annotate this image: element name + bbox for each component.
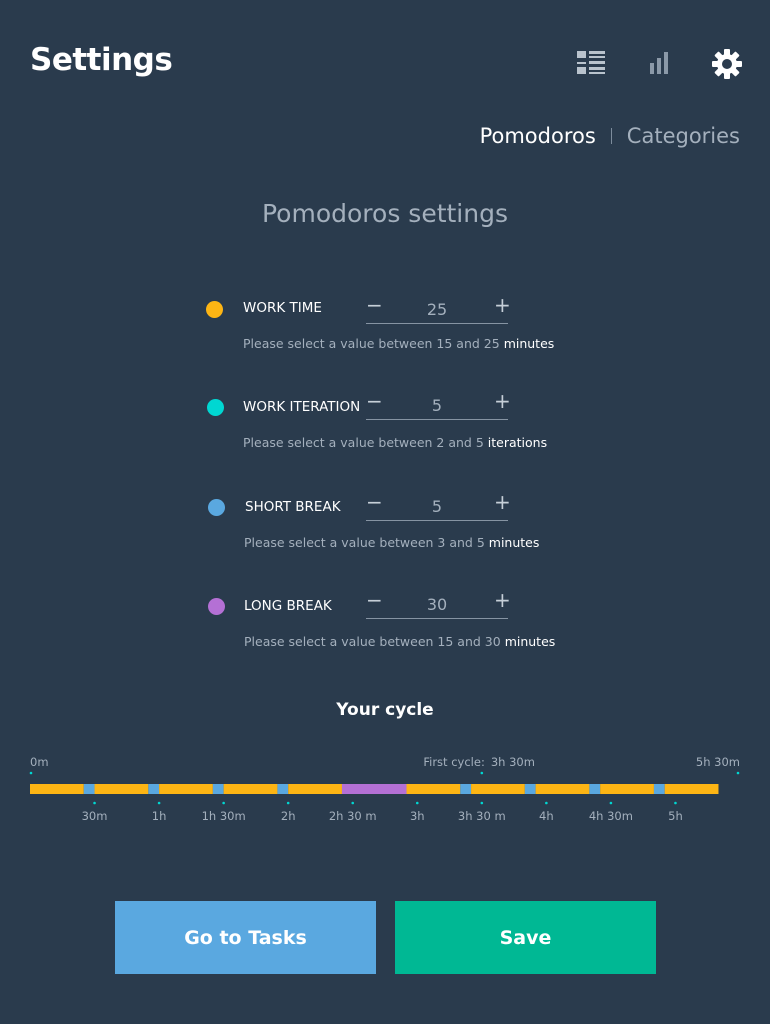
timeline-segment-short bbox=[589, 784, 601, 794]
work-iteration-value[interactable]: 5 bbox=[431, 396, 443, 415]
timeline-tick-label: 5h bbox=[668, 809, 683, 823]
timeline-segment-work bbox=[664, 784, 719, 794]
work-iteration-color-dot bbox=[207, 399, 224, 416]
timeline-segment-short bbox=[277, 784, 289, 794]
timeline-segment-short bbox=[460, 784, 472, 794]
setting-short-break: SHORT BREAK − 5 + Please select a value … bbox=[0, 490, 770, 559]
tab-divider bbox=[610, 128, 612, 144]
timeline-tick-marker bbox=[674, 801, 677, 805]
timeline-segment-work bbox=[535, 784, 590, 794]
setting-label: WORK ITERATION bbox=[243, 399, 361, 415]
plus-icon[interactable]: + bbox=[494, 389, 511, 413]
hint-unit: minutes bbox=[504, 634, 556, 649]
timeline-tick-label: 30m bbox=[82, 809, 108, 823]
timeline-tick-label: 4h bbox=[539, 809, 554, 823]
timeline-tick-label: 2h bbox=[281, 809, 296, 823]
hint-text: Please select a value between 2 and 5 bbox=[243, 435, 484, 450]
work-time-stepper: − 25 + bbox=[366, 293, 511, 324]
long-break-stepper: − 30 + bbox=[366, 588, 511, 619]
go-to-tasks-button[interactable]: Go to Tasks bbox=[115, 901, 376, 974]
timeline-end-label: 5h 30m bbox=[696, 755, 740, 769]
short-break-stepper: − 5 + bbox=[366, 490, 511, 521]
timeline-segment-short bbox=[83, 784, 95, 794]
timeline-segment-short bbox=[212, 784, 224, 794]
hint-unit: minutes bbox=[503, 336, 555, 351]
short-break-color-dot bbox=[208, 499, 225, 516]
timeline-tick-label: 1h bbox=[152, 809, 167, 823]
setting-hint: Please select a value between 15 and 30 … bbox=[244, 634, 555, 649]
timeline-tick-marker bbox=[415, 801, 419, 805]
plus-icon[interactable]: + bbox=[494, 293, 511, 317]
timeline-segment-short bbox=[148, 784, 160, 794]
timeline-tick-marker bbox=[157, 801, 161, 805]
hint-text: Please select a value between 3 and 5 bbox=[244, 535, 485, 550]
timeline-tick-label: 1h 30m bbox=[202, 809, 246, 823]
list-icon[interactable] bbox=[577, 48, 605, 76]
setting-label: SHORT BREAK bbox=[245, 499, 341, 515]
timeline-tick-label: 2h 30 m bbox=[329, 809, 377, 823]
minus-icon[interactable]: − bbox=[366, 293, 383, 317]
first-cycle-value: 3h 30m bbox=[491, 755, 535, 769]
hint-text: Please select a value between 15 and 25 bbox=[243, 336, 500, 351]
setting-work-time: WORK TIME − 25 + Please select a value b… bbox=[0, 293, 770, 360]
bar-chart-icon[interactable] bbox=[648, 48, 672, 76]
timeline-tick-marker bbox=[93, 801, 96, 805]
timeline-segment-long bbox=[341, 784, 407, 794]
timeline-segment-work bbox=[94, 784, 149, 794]
page-title: Settings bbox=[30, 42, 173, 78]
setting-long-break: LONG BREAK − 30 + Please select a value … bbox=[0, 588, 770, 658]
minus-icon[interactable]: − bbox=[366, 490, 383, 514]
timeline-segment-work bbox=[406, 784, 461, 794]
gear-icon[interactable] bbox=[711, 48, 743, 80]
first-cycle-label: First cycle: bbox=[423, 755, 484, 769]
work-time-color-dot bbox=[206, 301, 223, 318]
tab-bar: Pomodoros Categories bbox=[480, 124, 740, 148]
timeline-segment-work bbox=[159, 784, 213, 794]
work-time-value[interactable]: 25 bbox=[426, 300, 448, 319]
long-break-color-dot bbox=[208, 598, 225, 615]
short-break-value[interactable]: 5 bbox=[431, 497, 443, 516]
timeline-start-marker bbox=[29, 771, 33, 775]
save-button[interactable]: Save bbox=[395, 901, 656, 974]
timeline-segment-short bbox=[524, 784, 536, 794]
hint-text: Please select a value between 15 and 30 bbox=[244, 634, 501, 649]
timeline-tick-label: 4h 30m bbox=[589, 809, 633, 823]
timeline-tick-label: 3h 30 m bbox=[458, 809, 506, 823]
timeline-tick-marker bbox=[286, 801, 290, 805]
hint-unit: minutes bbox=[488, 535, 540, 550]
timeline-end-marker bbox=[736, 771, 740, 775]
timeline-segment-work bbox=[288, 784, 342, 794]
section-title: Pomodoros settings bbox=[262, 199, 508, 228]
setting-hint: Please select a value between 3 and 5 mi… bbox=[244, 535, 539, 550]
setting-label: LONG BREAK bbox=[244, 598, 332, 614]
timeline-start-label: 0m bbox=[30, 755, 49, 769]
setting-work-iteration: WORK ITERATION − 5 + Please select a val… bbox=[0, 389, 770, 459]
setting-label: WORK TIME bbox=[243, 300, 322, 316]
timeline-tick-marker bbox=[545, 801, 548, 805]
tab-pomodoros[interactable]: Pomodoros bbox=[479, 124, 596, 148]
minus-icon[interactable]: − bbox=[366, 588, 383, 612]
long-break-value[interactable]: 30 bbox=[426, 595, 448, 614]
tab-categories[interactable]: Categories bbox=[626, 124, 740, 148]
timeline-tick-marker bbox=[222, 801, 225, 805]
hint-unit: iterations bbox=[487, 435, 548, 450]
cycle-title: Your cycle bbox=[336, 700, 434, 720]
timeline-segment-work bbox=[471, 784, 525, 794]
timeline-segment-work bbox=[30, 784, 84, 794]
timeline-tick-marker bbox=[480, 801, 484, 805]
timeline-tick-marker bbox=[609, 801, 613, 805]
minus-icon[interactable]: − bbox=[366, 389, 383, 413]
first-cycle-marker bbox=[480, 771, 484, 775]
timeline-tick-label: 3h bbox=[410, 809, 425, 823]
setting-hint: Please select a value between 15 and 25 … bbox=[243, 336, 554, 351]
setting-hint: Please select a value between 2 and 5 it… bbox=[243, 435, 547, 450]
plus-icon[interactable]: + bbox=[494, 490, 511, 514]
work-iteration-stepper: − 5 + bbox=[366, 389, 511, 420]
timeline-tick-marker bbox=[351, 801, 355, 805]
timeline-segment-work bbox=[223, 784, 278, 794]
plus-icon[interactable]: + bbox=[494, 588, 511, 612]
timeline-segment-work bbox=[600, 784, 654, 794]
timeline-segment-short bbox=[653, 784, 665, 794]
cycle-timeline: 0m 5h 30m First cycle: 3h 30m 30m 1h 1h 30m 2h 2… bbox=[29, 755, 740, 823]
